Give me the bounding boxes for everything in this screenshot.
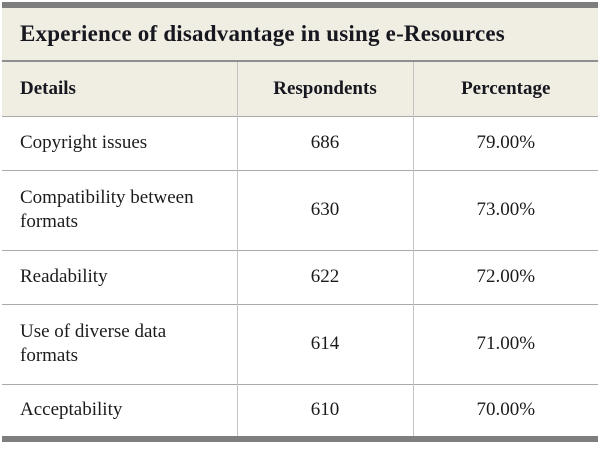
- cell-percentage: 72.00%: [412, 250, 598, 304]
- cell-details: Acceptability: [2, 384, 237, 436]
- table-row: Acceptability 610 70.00%: [2, 384, 598, 436]
- table-figure: Experience of disadvantage in using e-Re…: [2, 0, 598, 442]
- column-header-respondents: Respondents: [236, 62, 413, 116]
- table-row: Use of diverse data formats 614 71.00%: [2, 304, 598, 384]
- table-row: Compatibility between formats 630 73.00%: [2, 170, 598, 250]
- column-header-details: Details: [20, 77, 76, 99]
- cell-respondents: 622: [236, 250, 413, 304]
- cell-percentage: 73.00%: [412, 170, 598, 250]
- top-rule: [2, 2, 598, 8]
- cell-percentage: 79.00%: [412, 116, 598, 170]
- data-table: Details Respondents Percentage Copyright…: [2, 62, 598, 436]
- table-row: Readability 622 72.00%: [2, 250, 598, 304]
- cell-details: Readability: [2, 250, 237, 304]
- cell-details: Copyright issues: [2, 116, 237, 170]
- table-row: Copyright issues 686 79.00%: [2, 116, 598, 170]
- cell-percentage: 70.00%: [412, 384, 598, 436]
- bottom-rule: [2, 436, 598, 442]
- page-title: Experience of disadvantage in using e-Re…: [20, 21, 505, 46]
- cell-details: Use of diverse data formats: [2, 304, 237, 384]
- cell-respondents: 630: [236, 170, 413, 250]
- column-header-percentage: Percentage: [412, 62, 598, 116]
- cell-details: Compatibility between formats: [2, 170, 237, 250]
- cell-percentage: 71.00%: [412, 304, 598, 384]
- table-header-row: Details Respondents Percentage: [2, 62, 598, 116]
- cell-respondents: 686: [236, 116, 413, 170]
- cell-respondents: 614: [236, 304, 413, 384]
- table-title-band: Experience of disadvantage in using e-Re…: [2, 8, 598, 62]
- cell-respondents: 610: [236, 384, 413, 436]
